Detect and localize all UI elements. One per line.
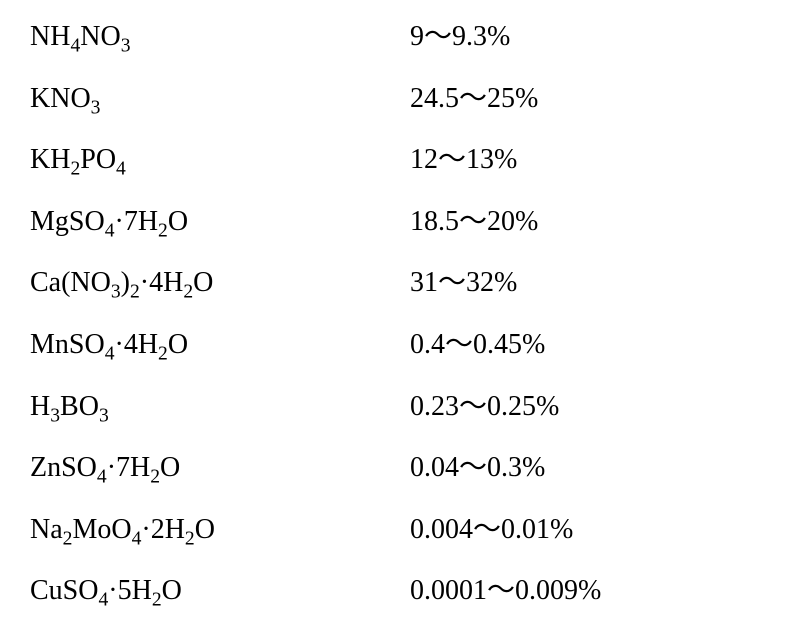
percentage-value: 12～13% [410, 143, 770, 177]
percentage-value: 9～9.3% [410, 20, 770, 54]
chemical-formula: MnSO4·4H2O [30, 328, 410, 362]
chemical-formula: KNO3 [30, 82, 410, 116]
table-row: ZnSO4·7H2O 0.04～0.3% [30, 451, 770, 485]
chemical-composition-table: NH4NO3 9～9.3% KNO3 24.5～25% KH2PO4 12～13… [30, 20, 770, 608]
chemical-formula: NH4NO3 [30, 20, 410, 54]
percentage-value: 0.04～0.3% [410, 451, 770, 485]
percentage-value: 18.5～20% [410, 205, 770, 239]
percentage-value: 0.23～0.25% [410, 390, 770, 424]
table-row: MgSO4·7H2O 18.5～20% [30, 205, 770, 239]
table-row: MnSO4·4H2O 0.4～0.45% [30, 328, 770, 362]
percentage-value: 0.0001～0.009% [410, 574, 770, 608]
table-row: H3BO3 0.23～0.25% [30, 390, 770, 424]
percentage-value: 0.004～0.01% [410, 513, 770, 547]
table-row: NH4NO3 9～9.3% [30, 20, 770, 54]
chemical-formula: MgSO4·7H2O [30, 205, 410, 239]
chemical-formula: Ca(NO3)2·4H2O [30, 266, 410, 300]
chemical-formula: ZnSO4·7H2O [30, 451, 410, 485]
chemical-formula: H3BO3 [30, 390, 410, 424]
percentage-value: 24.5～25% [410, 82, 770, 116]
chemical-formula: Na2MoO4·2H2O [30, 513, 410, 547]
table-row: KNO3 24.5～25% [30, 82, 770, 116]
table-row: Ca(NO3)2·4H2O 31～32% [30, 266, 770, 300]
table-row: KH2PO4 12～13% [30, 143, 770, 177]
table-row: Na2MoO4·2H2O 0.004～0.01% [30, 513, 770, 547]
chemical-formula: CuSO4·5H2O [30, 574, 410, 608]
percentage-value: 31～32% [410, 266, 770, 300]
chemical-formula: KH2PO4 [30, 143, 410, 177]
percentage-value: 0.4～0.45% [410, 328, 770, 362]
table-row: CuSO4·5H2O 0.0001～0.009% [30, 574, 770, 608]
